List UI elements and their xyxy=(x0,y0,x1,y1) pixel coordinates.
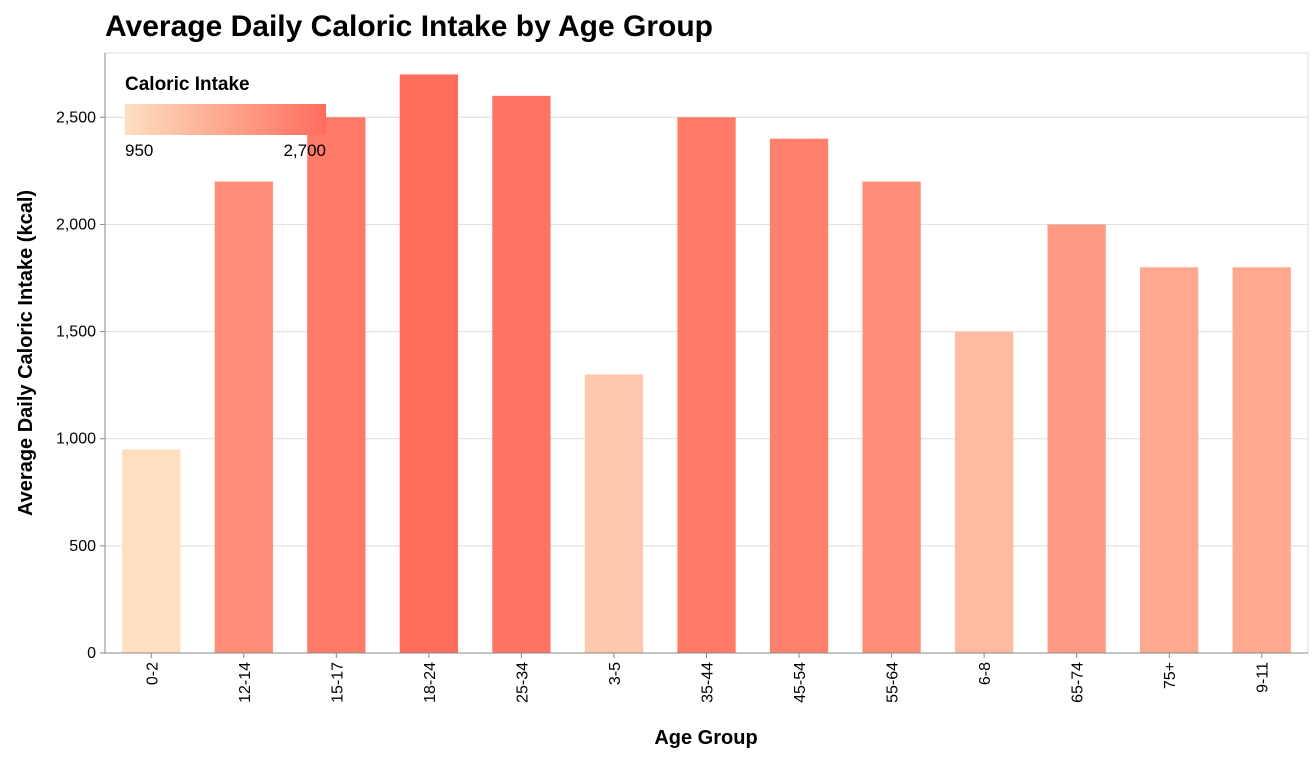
chart-title: Average Daily Caloric Intake by Age Grou… xyxy=(105,10,713,43)
bar-3-5 xyxy=(584,374,644,653)
y-tick-label: 0 xyxy=(87,645,96,662)
x-tick-label: 0-2 xyxy=(144,662,161,685)
y-axis-ticks: 0 500 1,000 1,500 2,000 2,500 xyxy=(56,109,105,662)
legend-max-label: 2,700 xyxy=(283,141,326,160)
x-tick-label: 9-11 xyxy=(1255,662,1272,693)
bar-25-34 xyxy=(492,95,551,654)
legend-title: Caloric Intake xyxy=(125,74,250,95)
bar-0-2 xyxy=(122,449,181,653)
x-axis-ticks: 0-2 12-14 15-17 18-24 25-34 3-5 35-44 45-54 55-6… xyxy=(144,653,1272,703)
y-tick-label: 1,500 xyxy=(56,324,96,341)
legend-min-label: 950 xyxy=(125,141,153,160)
bar-75+ xyxy=(1140,267,1199,653)
x-tick-label: 55-64 xyxy=(885,662,902,703)
x-tick-label: 15-17 xyxy=(329,662,346,703)
x-tick-label: 25-34 xyxy=(514,662,531,703)
x-tick-label: 18-24 xyxy=(422,662,439,703)
bar-9-11 xyxy=(1232,267,1291,653)
y-tick-label: 1,000 xyxy=(56,431,96,448)
x-tick-label: 12-14 xyxy=(237,662,254,703)
x-tick-label: 45-54 xyxy=(792,662,809,703)
x-tick-label: 35-44 xyxy=(700,662,717,703)
bar-12-14 xyxy=(214,181,273,654)
bar-45-54 xyxy=(769,138,829,653)
y-tick-label: 500 xyxy=(69,538,96,555)
x-tick-label: 3-5 xyxy=(607,662,624,685)
bar-35-44 xyxy=(677,117,736,654)
y-tick-label: 2,500 xyxy=(56,109,96,126)
x-axis-title: Age Group xyxy=(654,727,757,749)
bars xyxy=(122,74,1291,654)
y-tick-label: 2,000 xyxy=(56,216,96,233)
x-tick-label: 75+ xyxy=(1162,662,1179,689)
bar-18-24 xyxy=(399,74,459,653)
x-tick-label: 6-8 xyxy=(977,662,994,685)
color-legend: Caloric Intake 950 2,700 xyxy=(125,74,326,160)
bar-6-8 xyxy=(954,331,1014,653)
x-tick-label: 65-74 xyxy=(1070,662,1087,703)
bar-55-64 xyxy=(862,181,921,654)
legend-gradient xyxy=(125,104,326,135)
y-axis-title: Average Daily Caloric Intake (kcal) xyxy=(15,190,37,516)
bar-65-74 xyxy=(1047,224,1106,653)
bar-15-17 xyxy=(307,117,366,654)
